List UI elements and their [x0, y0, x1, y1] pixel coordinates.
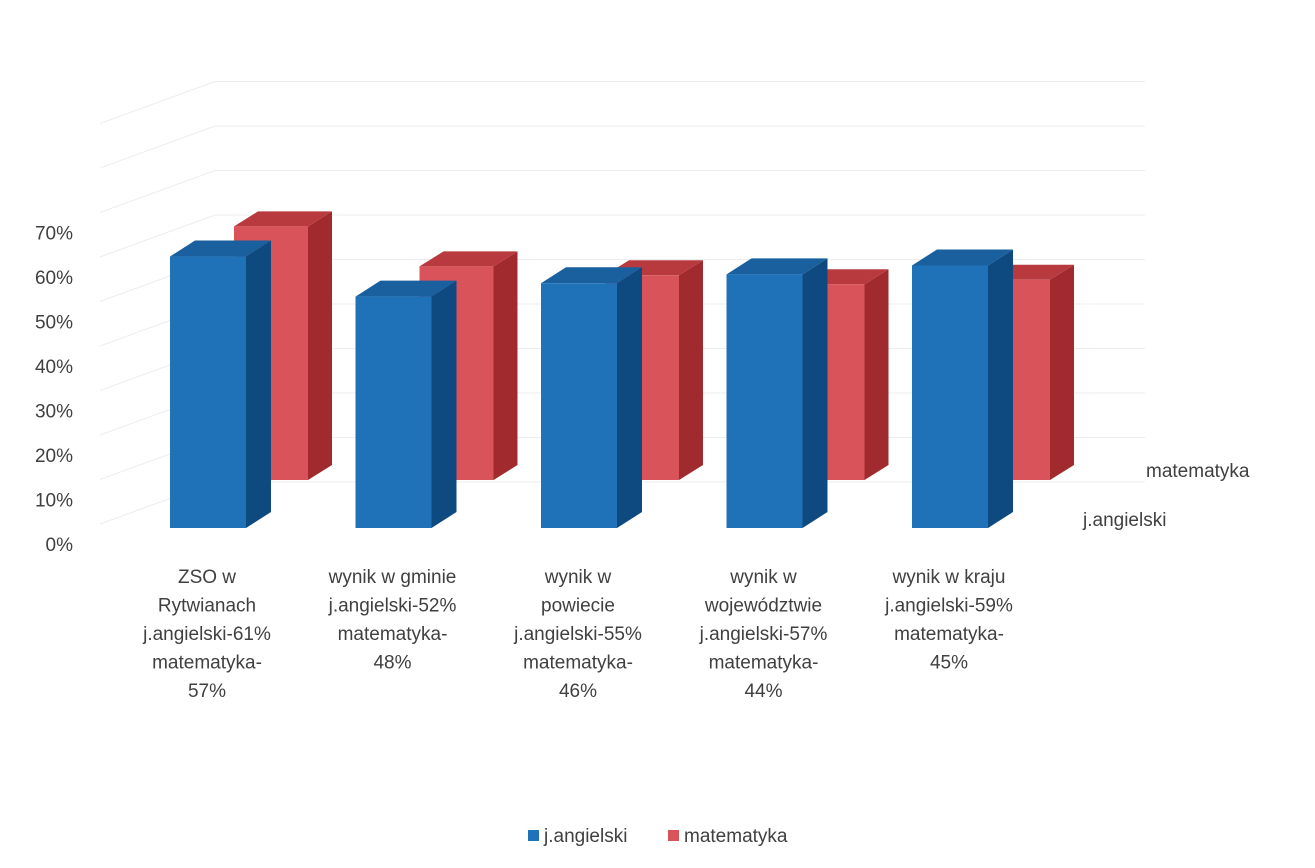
- category-label-line: wynik w: [729, 567, 797, 588]
- depth-label-matematyka: matematyka: [1146, 461, 1250, 482]
- y-axis-ticks: 0% 10% 20% 30% 40% 50% 60% 70%: [35, 224, 73, 557]
- category-label-line: matematyka-: [709, 653, 819, 674]
- category-label-line: matematyka-: [152, 653, 262, 674]
- bar-matematyka-top: [419, 251, 518, 267]
- y-tick-label: 20%: [35, 446, 73, 467]
- bar-j-angielski-top: [541, 267, 642, 284]
- y-tick-label: 50%: [35, 313, 73, 334]
- bar-j-angielski-side: [246, 240, 271, 529]
- category-label-line: j.angielski-55%: [513, 624, 642, 645]
- legend-label: matematyka: [684, 826, 788, 847]
- bar-matematyka-side: [493, 251, 518, 480]
- bar-matematyka-side: [679, 260, 703, 480]
- legend-swatch-j-angielski: [528, 830, 539, 841]
- gridline-side: [99, 125, 216, 169]
- legend-label: j.angielski: [543, 826, 627, 847]
- category-label-line: Rytwianach: [158, 596, 256, 617]
- category-labels: ZSO w Rytwianach j.angielski-61% matematyka…: [142, 567, 1013, 702]
- category-label-line: matematyka-: [523, 653, 633, 674]
- legend-swatch-matematyka: [668, 830, 679, 841]
- category-label-line: matematyka-: [894, 624, 1004, 645]
- y-tick-label: 70%: [35, 224, 73, 245]
- bar-j-angielski: [541, 283, 617, 528]
- bar-j-angielski-top: [170, 240, 271, 257]
- series-depth-labels: matematyka j.angielski: [1082, 461, 1250, 531]
- depth-label-j-angielski: j.angielski: [1082, 510, 1166, 531]
- bar-j-angielski-side: [988, 249, 1013, 528]
- bar-matematyka-side: [864, 269, 889, 480]
- category-label-line: 44%: [744, 681, 782, 702]
- bar-j-angielski-side: [431, 280, 457, 528]
- bar-j-angielski-side: [617, 267, 642, 528]
- bar-matematyka-top: [234, 211, 332, 227]
- bar-j-angielski-side: [802, 258, 828, 528]
- bar-j-angielski: [170, 256, 246, 528]
- bar-j-angielski: [912, 265, 988, 528]
- category-label-line: powiecie: [541, 596, 615, 617]
- category-label-line: wynik w: [544, 567, 612, 588]
- y-tick-label: 10%: [35, 491, 73, 512]
- gridline-side: [99, 81, 216, 124]
- bar-j-angielski-top: [355, 280, 457, 297]
- category-label: wynik w gminie j.angielski-52% matematyka-…: [328, 567, 457, 674]
- category-label-line: wynik w kraju: [892, 567, 1006, 588]
- bar-j-angielski-top: [726, 258, 828, 275]
- y-tick-label: 40%: [35, 357, 73, 378]
- y-tick-label: 60%: [35, 268, 73, 289]
- gridline-side: [99, 170, 216, 213]
- category-label: wynik w województwie j.angielski-57% matema…: [699, 567, 828, 702]
- legend: j.angielski matematyka: [528, 826, 788, 847]
- bar-matematyka-side: [308, 211, 332, 480]
- y-tick-label: 30%: [35, 402, 73, 423]
- category-label-line: j.angielski-59%: [884, 596, 1013, 617]
- category-label-line: 48%: [373, 653, 411, 674]
- category-label-line: j.angielski-61%: [142, 624, 271, 645]
- category-label-line: 46%: [559, 681, 597, 702]
- gridline-side: [99, 214, 216, 258]
- bar-j-angielski-top: [912, 249, 1013, 266]
- category-label-line: 57%: [188, 681, 226, 702]
- y-tick-label: 0%: [46, 535, 74, 556]
- category-label-line: j.angielski-52%: [328, 596, 457, 617]
- category-label-line: ZSO w: [178, 567, 236, 588]
- category-label-line: j.angielski-57%: [699, 624, 828, 645]
- category-label-line: matematyka-: [338, 624, 448, 645]
- bar-matematyka-side: [1050, 264, 1074, 480]
- category-label: ZSO w Rytwianach j.angielski-61% matematyka…: [142, 567, 271, 702]
- bar-j-angielski: [355, 296, 432, 528]
- category-label: wynik w powiecie j.angielski-55% matematyka…: [513, 567, 642, 702]
- bar-j-angielski: [726, 274, 803, 528]
- bars: [170, 211, 1074, 529]
- category-label: wynik w kraju j.angielski-59% matematyka- 4…: [884, 567, 1013, 674]
- category-label-line: województwie: [704, 596, 822, 617]
- category-label-line: 45%: [930, 653, 968, 674]
- category-label-line: wynik w gminie: [328, 567, 457, 588]
